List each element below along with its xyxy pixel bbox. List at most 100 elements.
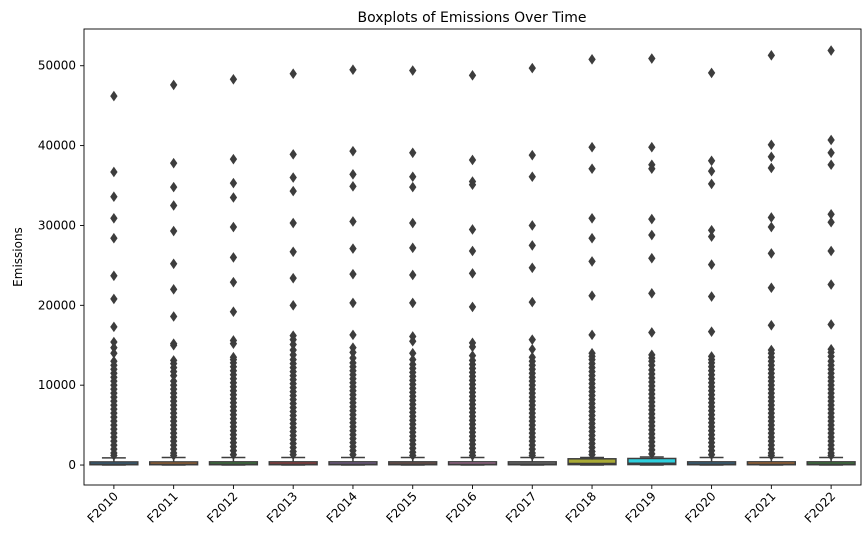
outlier-point bbox=[110, 232, 118, 244]
box-group-F2013 bbox=[268, 68, 318, 466]
outlier-point bbox=[289, 68, 297, 80]
x-tick-label: F2021 bbox=[742, 489, 778, 525]
x-tick-label: F2022 bbox=[802, 489, 838, 525]
outlier-point bbox=[169, 339, 178, 351]
x-tick-label: F2014 bbox=[324, 489, 360, 525]
outlier-point bbox=[468, 224, 477, 235]
outlier-point bbox=[767, 319, 776, 331]
outlier-point bbox=[169, 225, 178, 237]
outlier-point bbox=[169, 311, 178, 322]
outlier-point bbox=[588, 212, 596, 224]
chart-title: Boxplots of Emissions Over Time bbox=[358, 10, 587, 26]
outlier-point bbox=[169, 181, 178, 193]
outlier-point bbox=[409, 171, 417, 183]
outlier-point bbox=[528, 262, 536, 274]
outlier-point bbox=[289, 172, 297, 183]
outlier-point bbox=[767, 450, 776, 461]
outlier-point bbox=[169, 157, 178, 169]
outlier-point bbox=[349, 243, 357, 254]
box-group-F2012 bbox=[208, 74, 259, 466]
outlier-point bbox=[229, 177, 238, 189]
outlier-point bbox=[468, 245, 477, 257]
outlier-point bbox=[349, 169, 357, 180]
outlier-point bbox=[648, 141, 656, 153]
outlier-point bbox=[289, 217, 297, 229]
outlier-point bbox=[648, 252, 656, 264]
x-tick-label: F2012 bbox=[204, 489, 240, 525]
outlier-point bbox=[110, 212, 118, 224]
box-group-F2015 bbox=[388, 65, 438, 466]
outlier-point bbox=[707, 155, 716, 167]
plot-area bbox=[89, 45, 856, 466]
box-group-F2010 bbox=[89, 90, 139, 466]
outlier-point bbox=[468, 450, 477, 461]
outlier-point bbox=[229, 74, 238, 85]
outlier-point bbox=[289, 185, 297, 197]
outlier-point bbox=[409, 335, 417, 347]
outlier-point bbox=[349, 449, 357, 460]
outlier-point bbox=[169, 79, 178, 91]
outlier-point bbox=[707, 449, 716, 460]
y-tick-label: 10000 bbox=[38, 378, 76, 392]
x-tick-label: F2010 bbox=[85, 489, 121, 525]
outlier-point bbox=[648, 53, 656, 64]
outlier-point bbox=[409, 297, 417, 309]
outlier-point bbox=[110, 191, 118, 203]
outlier-point bbox=[289, 300, 297, 311]
outlier-point bbox=[110, 450, 118, 461]
outlier-point bbox=[349, 329, 357, 341]
outlier-point bbox=[827, 216, 835, 228]
outlier-point bbox=[707, 165, 716, 177]
outlier-point bbox=[528, 334, 536, 345]
outlier-point bbox=[229, 449, 238, 460]
outlier-point bbox=[229, 192, 238, 203]
outlier-point bbox=[289, 149, 297, 160]
outlier-point bbox=[528, 296, 536, 308]
outlier-point bbox=[409, 147, 417, 159]
outlier-point bbox=[289, 272, 297, 284]
outlier-point bbox=[349, 216, 357, 227]
outlier-point bbox=[588, 290, 596, 302]
outlier-point bbox=[169, 450, 178, 461]
outlier-point bbox=[349, 268, 357, 280]
box-group-F2011 bbox=[148, 79, 199, 466]
outlier-point bbox=[707, 326, 716, 337]
outlier-point bbox=[349, 181, 357, 192]
box-group-F2016 bbox=[447, 70, 498, 466]
box-group-F2014 bbox=[328, 64, 378, 466]
box-group-F2020 bbox=[686, 67, 737, 466]
outlier-point bbox=[767, 50, 776, 61]
outlier-point bbox=[169, 258, 178, 270]
outlier-point bbox=[827, 147, 835, 159]
outlier-point bbox=[767, 162, 776, 174]
outlier-point bbox=[827, 45, 835, 56]
outlier-point bbox=[827, 245, 835, 257]
outlier-point bbox=[707, 231, 716, 242]
outlier-point bbox=[648, 448, 656, 460]
outlier-point bbox=[588, 54, 596, 65]
outlier-point bbox=[349, 297, 357, 309]
box-group-F2022 bbox=[806, 45, 856, 466]
outlier-point bbox=[767, 248, 776, 259]
outlier-point bbox=[349, 145, 357, 157]
box-group-F2021 bbox=[746, 50, 797, 466]
y-tick-label: 30000 bbox=[38, 218, 76, 232]
outlier-point bbox=[229, 252, 238, 263]
outlier-point bbox=[110, 293, 118, 305]
outlier-point bbox=[648, 163, 656, 175]
outlier-point bbox=[827, 159, 835, 171]
y-tick-label: 20000 bbox=[38, 298, 76, 312]
axes: 0 10000 20000 30000 40000 50000 F2010 F2011 F201… bbox=[38, 28, 862, 526]
y-tick-label: 0 bbox=[68, 458, 76, 472]
x-tick-label: F2017 bbox=[503, 489, 539, 525]
y-axis-label: Emissions bbox=[11, 227, 25, 287]
outlier-point bbox=[528, 171, 536, 183]
outlier-point bbox=[409, 269, 417, 281]
box-group-F2019 bbox=[627, 53, 677, 466]
outlier-point bbox=[110, 270, 118, 282]
outlier-point bbox=[409, 65, 417, 76]
outlier-point bbox=[468, 70, 477, 81]
outlier-point bbox=[409, 450, 417, 461]
outlier-point bbox=[229, 153, 238, 165]
